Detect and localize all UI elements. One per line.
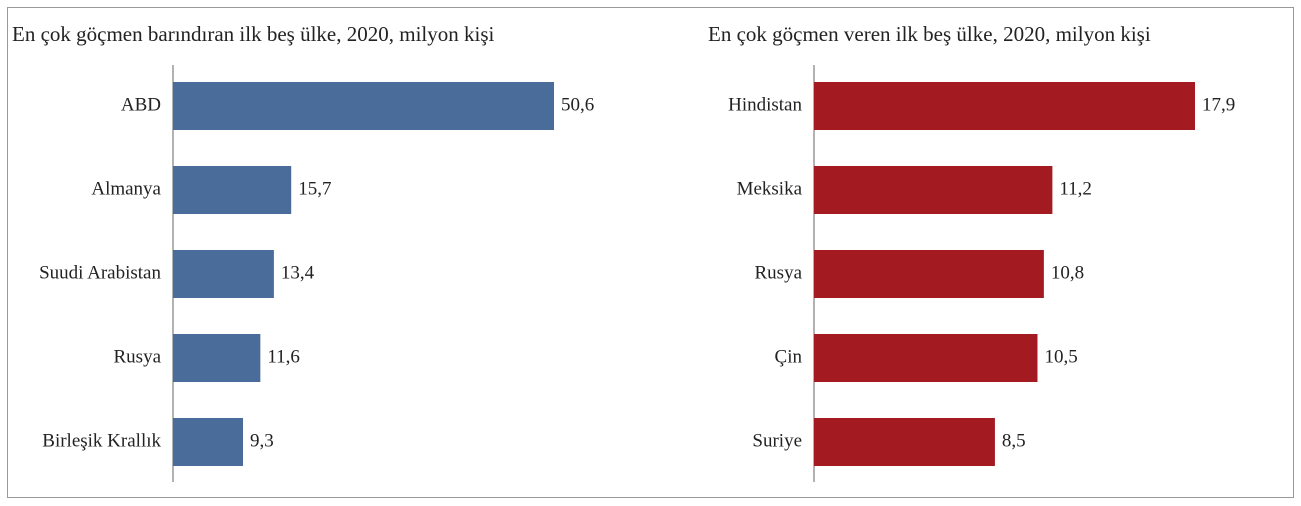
category-label: Hindistan (728, 94, 802, 115)
value-label: 11,6 (267, 346, 300, 367)
category-label: Suriye (752, 430, 802, 451)
category-label: ABD (121, 94, 161, 115)
chart-title: En çok göçmen veren ilk beş ülke, 2020, … (708, 22, 1151, 46)
bar (814, 418, 995, 466)
bar (814, 82, 1195, 130)
category-label: Suudi Arabistan (39, 262, 161, 283)
value-label: 11,2 (1059, 178, 1092, 199)
value-label: 13,4 (281, 262, 315, 283)
category-label: Rusya (755, 262, 803, 283)
bar (173, 250, 274, 298)
bar (173, 334, 261, 382)
category-label: Rusya (114, 346, 162, 367)
bar (814, 166, 1053, 214)
category-label: Meksika (737, 178, 803, 199)
chart-title: En çok göçmen barındıran ilk beş ülke, 2… (12, 22, 494, 46)
value-label: 9,3 (250, 430, 274, 451)
category-label: Çin (775, 346, 803, 367)
value-label: 10,8 (1051, 262, 1084, 283)
bar (173, 166, 292, 214)
value-label: 15,7 (298, 178, 331, 199)
value-label: 17,9 (1202, 94, 1235, 115)
category-label: Birleşik Krallık (42, 430, 161, 451)
value-label: 8,5 (1002, 430, 1026, 451)
bar (173, 82, 554, 130)
bar (173, 418, 244, 466)
value-label: 50,6 (561, 94, 594, 115)
value-label: 10,5 (1044, 346, 1077, 367)
category-label: Almanya (91, 178, 161, 199)
bar (814, 250, 1044, 298)
bar (814, 334, 1038, 382)
